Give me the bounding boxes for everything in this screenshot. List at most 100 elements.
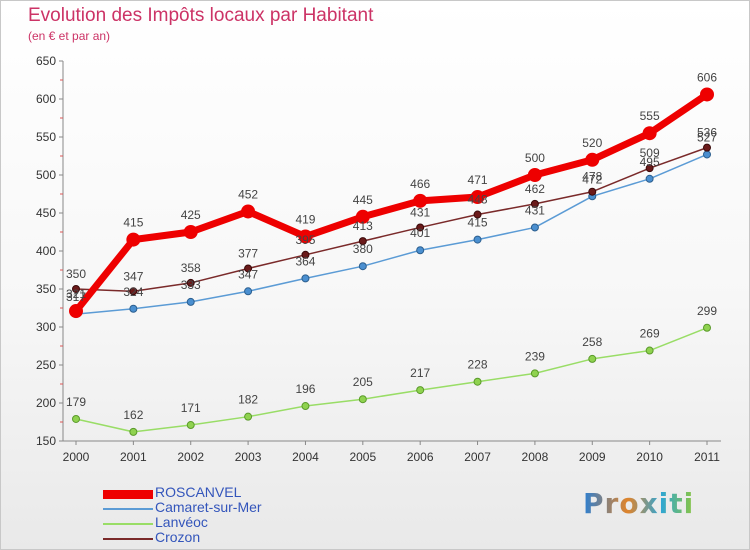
data-point-crozon: [416, 223, 425, 232]
data-point-camaret-sur-mer: [473, 235, 482, 244]
data-label-camaret-sur-mer: 415: [468, 216, 488, 230]
data-point-lanv-oc: [645, 346, 654, 355]
legend-label-crozon: Crozon: [155, 529, 201, 545]
data-label-camaret-sur-mer: 380: [353, 242, 373, 256]
x-tick-label: 2009: [579, 450, 606, 464]
data-label-camaret-sur-mer: 324: [123, 285, 143, 299]
x-tick-label: 2010: [636, 450, 663, 464]
y-tick-label: 500: [36, 168, 56, 182]
legend-swatch-roscanvel: [103, 489, 153, 499]
data-label-crozon: 536: [697, 126, 717, 140]
data-label-camaret-sur-mer: 364: [295, 254, 315, 268]
data-label-camaret-sur-mer: 431: [525, 203, 545, 217]
data-point-roscanvel: [470, 190, 485, 205]
y-tick-label: 350: [36, 282, 56, 296]
data-point-crozon: [186, 278, 195, 287]
data-point-lanv-oc: [186, 421, 195, 430]
data-label-crozon: 509: [640, 146, 660, 160]
y-tick-label: 250: [36, 358, 56, 372]
data-label-crozon: 350: [66, 267, 86, 281]
data-point-roscanvel: [527, 168, 542, 182]
data-label-roscanvel: 452: [238, 187, 258, 201]
data-point-lanv-oc: [703, 323, 711, 332]
data-label-roscanvel: 471: [468, 173, 488, 187]
data-label-lanv-oc: 162: [123, 408, 143, 422]
legend-label-camaret-sur-mer: Camaret-sur-Mer: [155, 499, 262, 515]
series-line-lanv-oc: [75, 327, 708, 433]
series-line-roscanvel: [72, 90, 711, 315]
data-label-roscanvel: 500: [525, 151, 545, 165]
y-tick-label: 150: [36, 434, 56, 448]
data-label-crozon: 413: [353, 219, 373, 233]
series-line-crozon: [75, 146, 708, 293]
y-tick-label: 650: [36, 54, 56, 68]
x-tick-label: 2005: [349, 450, 376, 464]
data-label-crozon: 448: [468, 193, 488, 207]
data-point-camaret-sur-mer: [129, 304, 138, 313]
data-point-crozon: [703, 143, 711, 152]
x-tick-label: 2000: [63, 450, 90, 464]
data-label-lanv-oc: 205: [353, 375, 373, 389]
data-point-camaret-sur-mer: [645, 174, 654, 183]
data-label-crozon: 358: [181, 261, 201, 275]
data-point-lanv-oc: [129, 427, 138, 436]
data-label-lanv-oc: 179: [66, 395, 86, 409]
chart-subtitle: (en € et par an): [28, 29, 111, 43]
data-label-crozon: 478: [582, 170, 602, 184]
data-label-crozon: 462: [525, 182, 545, 196]
y-tick-label: 450: [36, 206, 56, 220]
data-label-roscanvel: 415: [123, 216, 143, 230]
x-tick-label: 2007: [464, 450, 491, 464]
data-label-roscanvel: 466: [410, 177, 430, 191]
data-point-lanv-oc: [358, 395, 367, 404]
legend-swatch-lanv-oc: [103, 523, 153, 525]
data-point-camaret-sur-mer: [301, 274, 310, 283]
data-label-lanv-oc: 171: [181, 401, 201, 415]
data-label-camaret-sur-mer: 472: [582, 172, 602, 186]
data-label-lanv-oc: 217: [410, 366, 430, 380]
data-point-camaret-sur-mer: [530, 223, 539, 232]
data-point-crozon: [473, 210, 482, 219]
y-tick-label: 300: [36, 320, 56, 334]
x-tick-label: 2003: [235, 450, 262, 464]
data-label-lanv-oc: 228: [468, 358, 488, 372]
data-point-camaret-sur-mer: [416, 246, 425, 255]
data-label-lanv-oc: 258: [582, 335, 602, 349]
data-point-lanv-oc: [416, 386, 425, 395]
data-point-camaret-sur-mer: [244, 287, 253, 296]
data-point-lanv-oc: [530, 369, 539, 378]
legend-swatch-crozon: [103, 538, 153, 540]
data-point-camaret-sur-mer: [703, 150, 711, 159]
data-point-crozon: [588, 187, 597, 196]
data-point-roscanvel: [298, 229, 313, 244]
data-point-lanv-oc: [588, 354, 597, 363]
data-label-camaret-sur-mer: 527: [697, 130, 717, 144]
data-point-lanv-oc: [301, 402, 310, 411]
data-point-roscanvel: [700, 87, 714, 102]
data-label-lanv-oc: 196: [295, 382, 315, 396]
data-label-camaret-sur-mer: 495: [640, 155, 660, 169]
data-label-camaret-sur-mer: 317: [66, 290, 86, 304]
data-point-crozon: [301, 250, 310, 259]
data-label-camaret-sur-mer: 333: [181, 278, 201, 292]
data-label-crozon: 377: [238, 246, 258, 260]
y-tick-label: 200: [36, 396, 56, 410]
data-point-roscanvel: [642, 126, 657, 141]
data-point-crozon: [244, 264, 253, 273]
data-label-lanv-oc: 239: [525, 349, 545, 363]
data-point-roscanvel: [183, 225, 198, 239]
data-label-roscanvel: 520: [582, 136, 602, 150]
data-point-camaret-sur-mer: [358, 262, 367, 271]
data-label-roscanvel: 445: [353, 193, 373, 207]
series-line-camaret-sur-mer: [75, 153, 708, 315]
data-label-roscanvel: 606: [697, 70, 717, 84]
data-point-roscanvel: [413, 193, 428, 208]
y-tick-label: 400: [36, 244, 56, 258]
data-point-camaret-sur-mer: [186, 297, 195, 306]
chart-title: Evolution des Impôts locaux par Habitant: [28, 5, 374, 26]
data-label-roscanvel: 555: [640, 109, 660, 123]
x-tick-label: 2001: [120, 450, 147, 464]
x-tick-label: 2008: [522, 450, 549, 464]
